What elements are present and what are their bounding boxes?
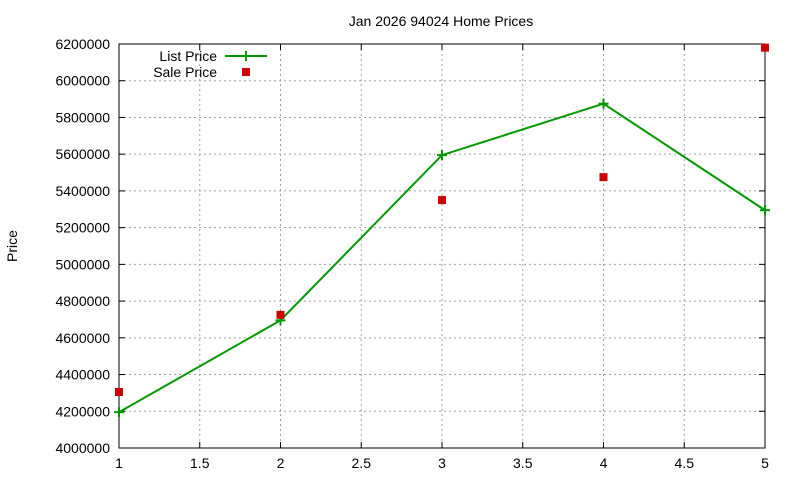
y-tick-label: 4400000 xyxy=(55,367,110,383)
y-tick-label: 5400000 xyxy=(55,183,110,199)
y-axis-label: Price xyxy=(4,230,20,262)
x-tick-label: 2 xyxy=(277,455,285,471)
x-tick-label: 1 xyxy=(115,455,123,471)
legend-plus-marker xyxy=(241,51,251,61)
legend-label: List Price xyxy=(159,48,217,64)
legend-label: Sale Price xyxy=(153,64,217,80)
x-tick-label: 5 xyxy=(761,455,769,471)
sale-price-point xyxy=(276,310,285,319)
y-tick-label: 4200000 xyxy=(55,403,110,419)
axis-ticks: 1 1.5 2 2.5 3 3.5 4 4.5 5 4000000 4200000 4400000 46… xyxy=(55,36,769,471)
y-tick-label: 4600000 xyxy=(55,330,110,346)
sale-price-point xyxy=(599,173,608,182)
y-tick-label: 5200000 xyxy=(55,220,110,236)
x-tick-label: 3.5 xyxy=(513,455,533,471)
sale-price-point xyxy=(761,43,769,52)
x-tick-label: 1.5 xyxy=(190,455,210,471)
y-tick-label: 5000000 xyxy=(55,256,110,272)
chart-title: Jan 2026 94024 Home Prices xyxy=(349,13,533,29)
y-tick-label: 4000000 xyxy=(55,440,110,456)
y-tick-label: 4800000 xyxy=(55,293,110,309)
sale-price-point xyxy=(438,196,446,205)
list-price-point xyxy=(437,150,447,161)
grid xyxy=(119,44,765,448)
series-sale-price xyxy=(115,43,769,396)
x-tick-label: 4 xyxy=(600,455,608,471)
y-tick-label: 6200000 xyxy=(55,36,110,52)
sale-price-point xyxy=(115,387,123,396)
list-price-point xyxy=(760,205,770,216)
list-price-point xyxy=(598,98,609,109)
y-tick-label: 5600000 xyxy=(55,146,110,162)
legend-square-marker xyxy=(242,68,250,76)
x-tick-label: 2.5 xyxy=(352,455,372,471)
x-tick-label: 4.5 xyxy=(675,455,695,471)
list-price-point xyxy=(114,407,124,418)
x-tick-label: 3 xyxy=(438,455,446,471)
y-tick-label: 5800000 xyxy=(55,109,110,125)
series-layer xyxy=(114,43,770,418)
y-tick-label: 6000000 xyxy=(55,73,110,89)
